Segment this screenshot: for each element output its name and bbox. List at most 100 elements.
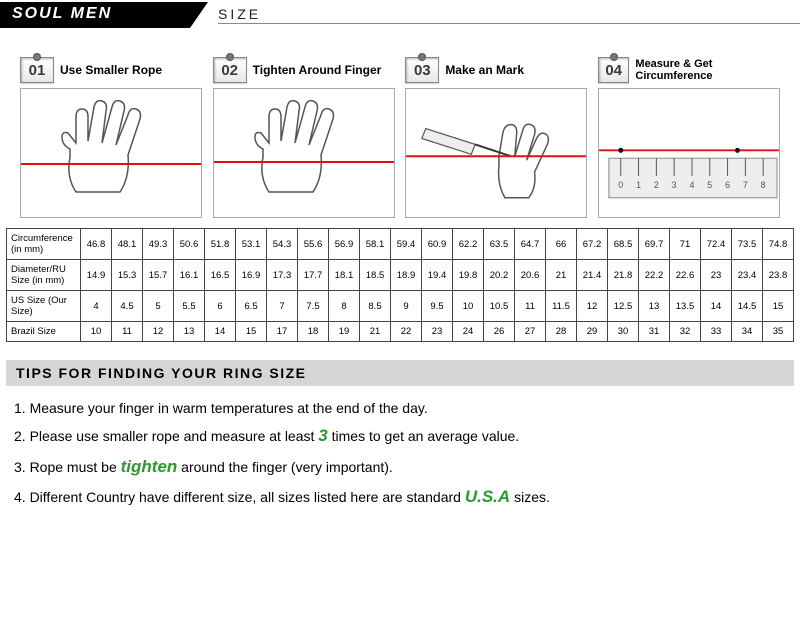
svg-text:7: 7 [743,180,748,190]
cell: 18.9 [391,260,422,291]
svg-text:1: 1 [636,180,641,190]
cell: 17.3 [267,260,298,291]
cell: 26 [484,322,515,342]
step-title: Use Smaller Rope [60,63,162,77]
cell: 55.6 [298,229,329,260]
table-row: Circumference (in mm)46.848.149.350.651.… [7,229,794,260]
hand-icon [249,97,359,207]
step-1: 01 Use Smaller Rope [20,56,202,218]
cell: 14 [205,322,236,342]
cell: 21.4 [577,260,608,291]
cell: 49.3 [143,229,174,260]
step-title: Measure & Get Circumference [635,58,780,82]
highlight: U.S.A [465,487,510,506]
cell: 14 [701,291,732,322]
step-2: 02 Tighten Around Finger [213,56,395,218]
cell: 59.4 [391,229,422,260]
step-title: Tighten Around Finger [253,63,382,77]
cell: 5.5 [174,291,205,322]
step-number: 04 [605,62,622,79]
cell: 30 [608,322,639,342]
step-number: 02 [221,62,238,79]
cell: 22.2 [639,260,670,291]
step-3: 03 Make an Mark [405,56,587,218]
cell: 13 [639,291,670,322]
step-number: 01 [29,62,46,79]
cell: 11.5 [546,291,577,322]
cell: 4.5 [112,291,143,322]
cell: 11 [515,291,546,322]
cell: 23 [701,260,732,291]
cell: 14.9 [81,260,112,291]
cell: 23.8 [763,260,794,291]
cell: 68.5 [608,229,639,260]
tips-item: 4. Different Country have different size… [14,482,786,513]
rope-line [214,161,394,163]
cell: 15 [763,291,794,322]
cell: 16.9 [236,260,267,291]
cell: 54.3 [267,229,298,260]
rope-line [21,163,201,165]
cell: 8.5 [360,291,391,322]
cell: 16.1 [174,260,205,291]
svg-text:2: 2 [654,180,659,190]
tips-item: 1. Measure your finger in warm temperatu… [14,396,786,421]
cell: 20.2 [484,260,515,291]
cell: 24 [453,322,484,342]
cell: 46.8 [81,229,112,260]
svg-text:5: 5 [707,180,712,190]
cell: 10 [453,291,484,322]
cell: 58.1 [360,229,391,260]
cell: 29 [577,322,608,342]
cell: 31 [639,322,670,342]
tips-item: 2. Please use smaller rope and measure a… [14,421,786,452]
size-table: Circumference (in mm)46.848.149.350.651.… [6,228,794,342]
cell: 23.4 [732,260,763,291]
cell: 73.5 [732,229,763,260]
cell: 18.5 [360,260,391,291]
step-badge: 01 [20,57,54,83]
cell: 22.6 [670,260,701,291]
row-header: Brazil Size [7,322,81,342]
highlight: 3 [318,426,327,445]
table-row: US Size (Our Size)44.555.566.577.588.599… [7,291,794,322]
cell: 16.5 [205,260,236,291]
cell: 12.5 [608,291,639,322]
step-figure-ruler: 012 345 678 [598,88,780,218]
cell: 9.5 [422,291,453,322]
cell: 74.8 [763,229,794,260]
cell: 12 [143,322,174,342]
cell: 7.5 [298,291,329,322]
brand-bar: SOUL MEN [0,2,190,28]
cell: 12 [577,291,608,322]
table-row: Brazil Size10111213141517181921222324262… [7,322,794,342]
cell: 22 [391,322,422,342]
cell: 72.4 [701,229,732,260]
cell: 53.1 [236,229,267,260]
tips-item: 3. Rope must be tighten around the finge… [14,452,786,483]
step-number: 03 [414,62,431,79]
cell: 32 [670,322,701,342]
pin-icon [34,54,40,60]
highlight: tighten [121,457,178,476]
cell: 14.5 [732,291,763,322]
cell: 15.7 [143,260,174,291]
section-label: SIZE [218,6,800,24]
step-figure-mark [405,88,587,218]
cell: 19.4 [422,260,453,291]
table-row: Diameter/RU Size (in mm)14.915.315.716.1… [7,260,794,291]
cell: 34 [732,322,763,342]
cell: 21 [360,322,391,342]
step-4: 04 Measure & Get Circumference 012 345 6… [598,56,780,218]
cell: 69.7 [639,229,670,260]
cell: 18.1 [329,260,360,291]
step-badge: 04 [598,57,629,83]
cell: 17.7 [298,260,329,291]
cell: 19 [329,322,360,342]
pin-icon [419,54,425,60]
brand-slash-decoration [190,2,208,28]
svg-text:0: 0 [618,180,623,190]
cell: 15 [236,322,267,342]
row-header: Diameter/RU Size (in mm) [7,260,81,291]
step-title: Make an Mark [445,63,524,77]
